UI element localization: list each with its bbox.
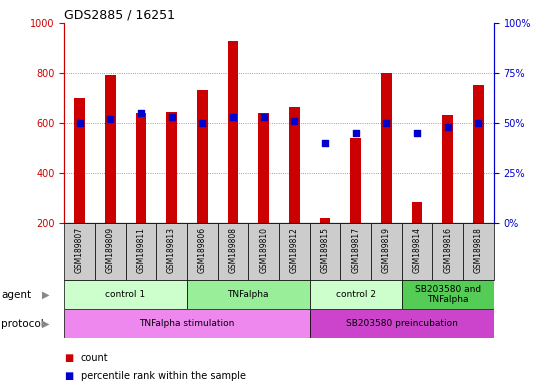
- Point: [443, 124, 452, 130]
- Point: [198, 120, 206, 126]
- Bar: [463, 223, 494, 280]
- Bar: [381, 73, 392, 223]
- Text: GSM189816: GSM189816: [443, 227, 453, 273]
- Text: agent: agent: [1, 290, 31, 300]
- Bar: [187, 280, 310, 309]
- Point: [75, 120, 84, 126]
- Text: GSM189813: GSM189813: [167, 227, 176, 273]
- Text: ■: ■: [64, 353, 74, 363]
- Text: GSM189812: GSM189812: [290, 227, 299, 273]
- Text: GSM189817: GSM189817: [351, 227, 360, 273]
- Bar: [473, 86, 484, 223]
- Text: TNFalpha: TNFalpha: [228, 290, 269, 299]
- Bar: [289, 107, 300, 223]
- Bar: [442, 115, 453, 223]
- Point: [136, 110, 145, 116]
- Text: GSM189809: GSM189809: [105, 227, 115, 273]
- Text: GSM189808: GSM189808: [228, 227, 238, 273]
- Text: GDS2885 / 16251: GDS2885 / 16251: [64, 9, 175, 22]
- Bar: [402, 280, 494, 309]
- Text: ▶: ▶: [42, 318, 49, 329]
- Text: GSM189806: GSM189806: [198, 227, 207, 273]
- Bar: [310, 280, 402, 309]
- Bar: [64, 280, 187, 309]
- Point: [290, 118, 299, 124]
- Text: GSM189818: GSM189818: [474, 227, 483, 273]
- Bar: [320, 218, 330, 223]
- Point: [167, 114, 176, 120]
- Text: ■: ■: [64, 371, 74, 381]
- Bar: [218, 223, 248, 280]
- Bar: [412, 202, 422, 223]
- Point: [412, 130, 421, 136]
- Bar: [64, 309, 310, 338]
- Text: SB203580 preincubation: SB203580 preincubation: [346, 319, 458, 328]
- Bar: [74, 98, 85, 223]
- Text: GSM189807: GSM189807: [75, 227, 84, 273]
- Bar: [340, 223, 371, 280]
- Point: [474, 120, 483, 126]
- Point: [229, 114, 238, 120]
- Text: control 1: control 1: [105, 290, 146, 299]
- Text: GSM189810: GSM189810: [259, 227, 268, 273]
- Bar: [156, 223, 187, 280]
- Bar: [258, 113, 269, 223]
- Point: [320, 140, 329, 146]
- Bar: [126, 223, 156, 280]
- Bar: [136, 113, 146, 223]
- Text: SB203580 and
TNFalpha: SB203580 and TNFalpha: [415, 285, 481, 305]
- Point: [382, 120, 391, 126]
- Bar: [228, 41, 238, 223]
- Text: GSM189814: GSM189814: [412, 227, 422, 273]
- Bar: [432, 223, 463, 280]
- Text: GSM189811: GSM189811: [136, 227, 146, 273]
- Bar: [105, 76, 116, 223]
- Text: ▶: ▶: [42, 290, 49, 300]
- Text: count: count: [81, 353, 109, 363]
- Bar: [248, 223, 279, 280]
- Text: TNFalpha stimulation: TNFalpha stimulation: [140, 319, 234, 328]
- Bar: [402, 223, 432, 280]
- Bar: [64, 223, 95, 280]
- Bar: [187, 223, 218, 280]
- Text: percentile rank within the sample: percentile rank within the sample: [81, 371, 246, 381]
- Bar: [197, 91, 208, 223]
- Bar: [371, 223, 402, 280]
- Bar: [95, 223, 126, 280]
- Bar: [310, 223, 340, 280]
- Bar: [350, 138, 361, 223]
- Point: [105, 116, 115, 122]
- Text: GSM189819: GSM189819: [382, 227, 391, 273]
- Bar: [166, 112, 177, 223]
- Text: protocol: protocol: [1, 318, 44, 329]
- Text: control 2: control 2: [336, 290, 376, 299]
- Point: [351, 130, 360, 136]
- Bar: [279, 223, 310, 280]
- Point: [259, 114, 268, 120]
- Text: GSM189815: GSM189815: [320, 227, 330, 273]
- Bar: [310, 309, 494, 338]
